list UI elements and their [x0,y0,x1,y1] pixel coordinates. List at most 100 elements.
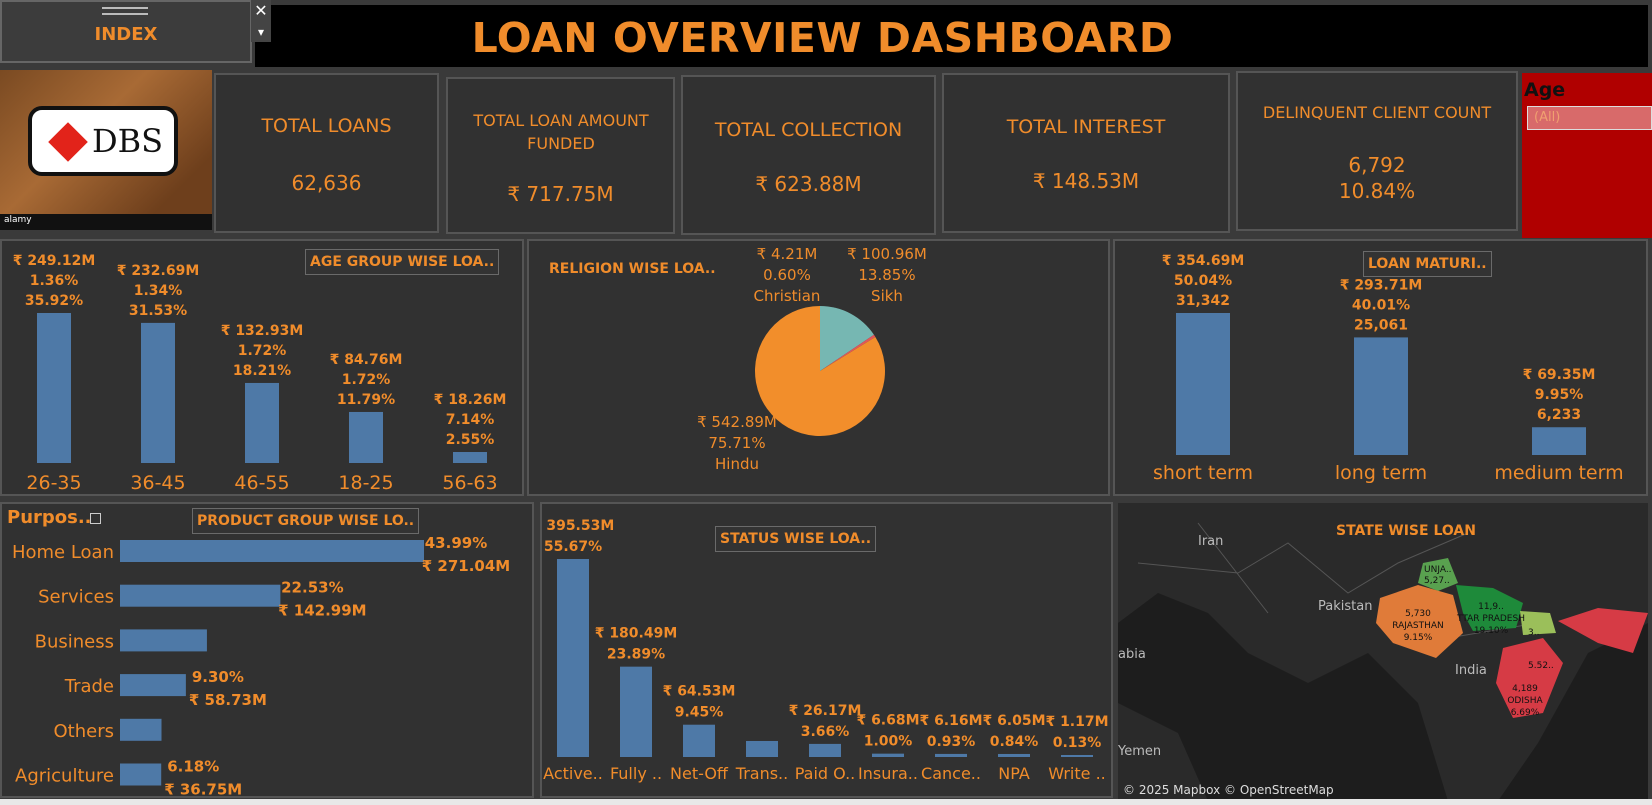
state-punjab [1418,558,1458,591]
age-group-chart: 26-35 ₹ 249.12M 1.36% 35.92% 36-45 ₹ 232.69M 1… [13,253,507,494]
data-label-1-1: 1.34% [134,283,183,299]
map-place-india: India [1455,663,1487,678]
data-label-7-0: ₹ 6.05M [982,713,1045,729]
logo-watermark: alamy [4,215,32,225]
map-label-punjab: UNJA.. 5,27.. [1424,565,1452,586]
data-label-3-0: ₹ 84.76M [330,352,403,368]
bar-4[interactable] [809,743,841,757]
sort-icon[interactable] [90,513,101,524]
data-label-0-1: 50.04% [1174,273,1232,289]
index-label: INDEX [94,24,158,45]
kpi-total-loans: TOTAL LOANS 62,636 [214,73,439,233]
map-label-odisha: 4,189 ODISHA 6.69% [1507,684,1543,718]
map-canvas [1118,503,1648,801]
map-attribution[interactable]: © 2025 Mapbox © OpenStreetMap [1123,783,1334,797]
product-panel: Home Loan 43.99% ₹ 271.04M Services 22.53% ₹ … [0,502,534,798]
bar-1[interactable] [620,666,652,757]
category-label-3: 18-25 [338,472,393,494]
kpi-delinquent: DELINQUENT CLIENT COUNT 6,792 10.84% [1236,71,1518,231]
data-label-6-1: 0.93% [927,734,976,750]
state-map-panel[interactable]: STATE WISE LOAN Iran Pakistan India abia… [1118,503,1648,801]
state-uttar-pradesh [1456,585,1523,631]
pie-slice-hindu[interactable] [755,306,885,436]
category-label-4: 56-63 [442,472,497,494]
category-label-0: Home Loan [12,542,114,563]
bar-7[interactable] [998,753,1030,757]
category-label-1: 36-45 [130,472,185,494]
bar-2[interactable] [1532,427,1586,455]
pct-label-5: 6.18% [167,758,219,776]
bar-3[interactable] [349,411,383,463]
state-northeast [1558,608,1648,653]
bar-5[interactable] [872,753,904,757]
logo-panel: DBS alamy [0,70,212,230]
bar-2[interactable] [683,724,715,757]
kpi-total-interest: TOTAL INTEREST ₹ 148.53M [942,73,1230,233]
bar-8[interactable] [1061,755,1093,757]
dbs-mark-icon [48,122,88,162]
data-label-3-1: 1.72% [342,372,391,388]
category-label-7: NPA [998,764,1030,783]
bar-2[interactable] [120,629,207,652]
pie-slice-sikh[interactable] [820,306,874,371]
state-odisha [1496,638,1563,718]
data-label-0-0: ₹ 249.12M [13,253,96,269]
map-label-rajasthan: 5,730 RAJASTHAN 9.15% [1392,609,1444,643]
bar-3[interactable] [746,740,778,757]
bar-2[interactable] [245,382,279,463]
age-filter-label: Age [1524,79,1566,101]
data-label-2-0: ₹ 64.53M [663,684,736,700]
bar-1[interactable] [141,322,175,463]
bar-0[interactable] [120,540,424,562]
close-icon[interactable]: ✕ [251,0,271,22]
bar-1[interactable] [120,584,281,607]
status-title: STATUS WISE LOA.. [715,526,877,552]
kpi-total-collection: TOTAL COLLECTION ₹ 623.88M [681,75,936,235]
pie-label-sikh-0: ₹ 100.96M [847,245,927,263]
pie-name-hindu: Hindu [715,455,759,473]
data-label-2-2: 6,233 [1537,407,1581,423]
category-label-5: Insura.. [858,764,918,783]
pie-slice-christian[interactable] [820,334,876,371]
category-label-5: Agriculture [15,766,114,787]
dropdown-icon[interactable]: ▾ [251,22,271,42]
index-button[interactable]: INDEX [0,0,252,63]
data-label-2-0: ₹ 132.93M [221,323,304,339]
data-label-4-2: 2.55% [446,432,495,448]
bar-0[interactable] [1176,313,1230,455]
data-label-0-2: 35.92% [25,293,83,309]
data-label-8-1: 0.13% [1053,735,1102,751]
bar-0[interactable] [37,313,71,463]
bar-5[interactable] [120,763,162,786]
bar-3[interactable] [120,674,186,697]
logo-card: DBS [28,106,178,176]
bar-4[interactable] [453,452,487,463]
value-label-1: ₹ 142.99M [278,602,366,620]
bar-6[interactable] [935,753,967,757]
status-panel: Active.. ₹ 395.53M 55.67% Fully .. ₹ 180.49M… [540,502,1113,798]
pie-name-sikh: Sikh [871,287,903,305]
bar-0[interactable] [557,559,589,757]
category-label-8: Write .. [1048,764,1106,783]
map-landmass-south [1118,703,1208,801]
state-rajasthan [1376,585,1463,658]
bar-4[interactable] [120,718,162,741]
map-place-pakistan: Pakistan [1318,599,1373,614]
pct-label-3: 9.30% [192,668,244,686]
age-filter-select[interactable]: (All) [1527,106,1652,130]
data-label-1-0: ₹ 232.69M [117,263,200,279]
category-label-2: 46-55 [234,472,289,494]
data-label-2-0: ₹ 69.35M [1523,367,1596,383]
map-label-uttar-pradesh: 11,9.. TTAR PRADESH 19.10% [1457,602,1525,636]
data-label-0-1: 1.36% [30,273,79,289]
pie-name-christian: Christian [754,287,821,305]
maturity-chart: short term ₹ 354.69M 50.04% 31,342 long term… [1153,253,1624,484]
data-label-1-0: ₹ 180.49M [595,626,678,642]
drag-handle-icon[interactable] [102,7,148,15]
category-label-4: Others [54,721,115,742]
map-place-yemen: Yemen [1118,744,1162,759]
bar-1[interactable] [1354,337,1408,455]
kpi-total-funded: TOTAL LOAN AMOUNT FUNDED ₹ 717.75M [446,77,675,234]
age-group-panel: 26-35 ₹ 249.12M 1.36% 35.92% 36-45 ₹ 232.69M 1… [0,239,524,496]
pie-label-christian-0: ₹ 4.21M [757,245,818,263]
